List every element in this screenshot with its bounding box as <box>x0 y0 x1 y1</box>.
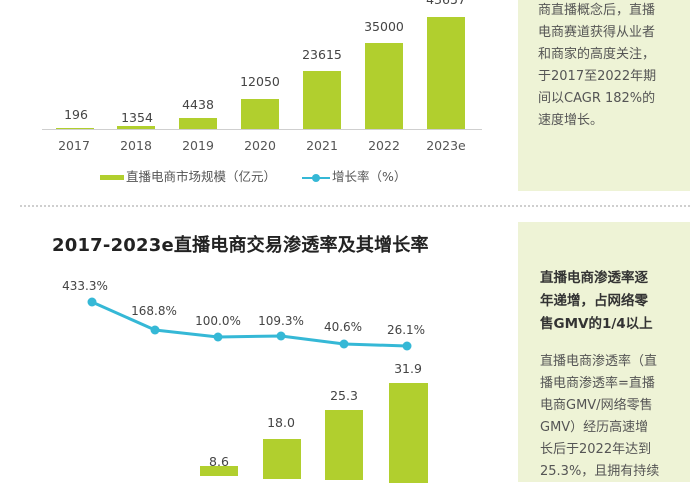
value-label: 4438 <box>182 97 214 112</box>
x-axis-line <box>42 129 482 130</box>
bar-2020 <box>241 99 279 129</box>
growth-label: 168.8% <box>131 304 177 318</box>
headline-line: 直播电商渗透率逐 <box>540 270 648 286</box>
legend-line-swatch <box>302 173 330 182</box>
growth-label: 100.0% <box>195 314 241 328</box>
x-tick-label: 2017 <box>58 138 90 153</box>
bar-2018 <box>117 126 155 129</box>
section-divider <box>20 205 690 207</box>
body-line: 长后于2022年达到 <box>540 442 652 457</box>
value-label: 12050 <box>240 74 280 89</box>
bar-2023e <box>389 383 428 483</box>
summary-line: 和商家的高度关注， <box>538 47 656 62</box>
x-tick-label: 2020 <box>244 138 276 153</box>
bar-value-label: 8.6 <box>209 454 229 469</box>
body-line: 直播电商渗透率（直 <box>540 354 658 369</box>
body-line: 25.3%，且拥有持续 <box>540 464 660 479</box>
summary-line: 电商赛道获得从业者 <box>538 25 656 40</box>
legend-bar-label: 直播电商市场规模（亿元） <box>126 169 277 184</box>
bar-value-label: 18.0 <box>267 415 295 430</box>
x-tick-label: 2018 <box>120 138 152 153</box>
growth-label: 109.3% <box>258 314 304 328</box>
bar-2021 <box>303 71 341 129</box>
summary-panel-bottom: 直播电商渗透率逐 年递增，占网络零 售GMV的1/4以上 直播电商渗透率（直 播… <box>518 222 690 482</box>
bar-2022 <box>325 410 363 480</box>
chart-title: 2017-2023e直播电商交易渗透率及其增长率 <box>52 235 429 256</box>
summary-line: 于2017至2022年期 <box>538 69 657 84</box>
value-label: 35000 <box>364 19 404 34</box>
summary-line: 间以CAGR 182%的 <box>538 91 656 106</box>
summary-line: 商直播概念后，直播 <box>538 3 656 18</box>
bar-2017 <box>56 128 94 129</box>
bar-2022 <box>365 43 403 129</box>
headline-line: 售GMV的1/4以上 <box>540 316 653 332</box>
growth-rate-line <box>87 297 412 351</box>
summary-panel-top: 商直播概念后，直播 电商赛道获得从业者 和商家的高度关注， 于2017至2022… <box>518 0 690 191</box>
body-line: GMV）经历高速增 <box>540 420 649 435</box>
value-label: 43657 <box>411 0 481 7</box>
value-label: 1354 <box>121 110 153 125</box>
value-label: 23615 <box>302 47 342 62</box>
growth-label: 433.3% <box>62 279 108 293</box>
growth-label: 26.1% <box>386 323 426 337</box>
bar-value-label: 25.3 <box>330 388 358 403</box>
bar-2019 <box>179 118 217 129</box>
headline-line: 年递增，占网络零 <box>540 293 648 309</box>
value-label: 196 <box>64 107 88 122</box>
growth-label: 40.6% <box>323 320 363 334</box>
x-tick-label: 2019 <box>182 138 214 153</box>
x-tick-label: 2022 <box>368 138 400 153</box>
bar-value-label: 31.9 <box>394 361 422 376</box>
legend-line-label: 增长率（%） <box>332 169 407 184</box>
x-tick-label: 2021 <box>306 138 338 153</box>
bar-2023e <box>427 17 465 129</box>
legend-bar-swatch <box>100 175 124 180</box>
body-line: 播电商渗透率=直播 <box>540 376 655 391</box>
legend-bar: 直播电商市场规模（亿元） <box>100 166 276 185</box>
legend-line: 增长率（%） <box>302 166 406 185</box>
body-line: 电商GMV/网络零售 <box>540 398 653 413</box>
x-tick-label: 2023e <box>426 138 466 153</box>
bar-2021 <box>263 439 301 479</box>
summary-line: 速度增长。 <box>538 113 604 128</box>
